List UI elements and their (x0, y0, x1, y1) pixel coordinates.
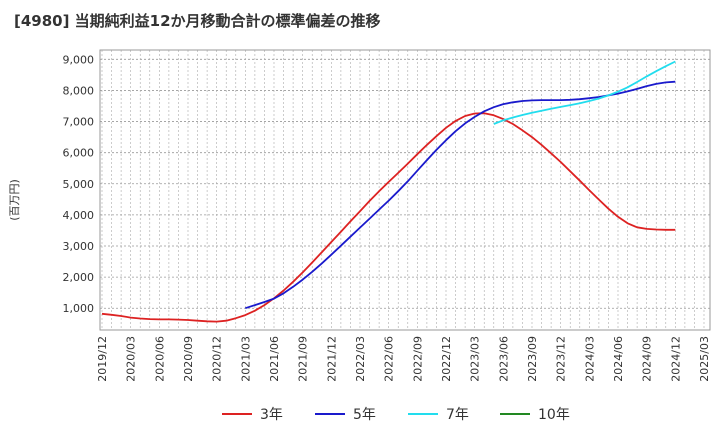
y-tick-label: 4,000 (63, 209, 95, 222)
legend-label-3年: 3年 (260, 407, 283, 423)
x-tick-label: 2023/03 (469, 336, 482, 382)
y-tick-label: 3,000 (63, 240, 95, 253)
y-tick-label: 6,000 (63, 147, 95, 160)
x-tick-label: 2020/06 (153, 336, 166, 382)
x-tick-label: 2022/03 (354, 336, 367, 382)
x-tick-label: 2023/06 (497, 336, 510, 382)
x-tick-label: 2020/12 (211, 336, 224, 382)
plot-area-frame (99, 49, 711, 331)
y-tick-label: 7,000 (63, 116, 95, 129)
x-tick-label: 2023/09 (526, 336, 539, 382)
series-line-5年 (245, 80, 676, 310)
x-tick-label: 2024/09 (641, 336, 654, 382)
legend: 3年 5年 7年 10年 (222, 407, 570, 423)
x-tick-label: 2022/09 (411, 336, 424, 382)
x-tick-label: 2024/06 (612, 336, 625, 382)
y-tick-label: 9,000 (63, 53, 95, 66)
x-tick-label: 2024/12 (669, 336, 682, 382)
x-tick-label: 2021/03 (239, 336, 252, 382)
x-tick-label: 2022/06 (383, 336, 396, 382)
x-tick-labels: 2019/12 2020/03 2020/06 2020/09 2020/12 2021/… (96, 336, 711, 382)
x-tick-label: 2021/06 (268, 336, 281, 382)
y-tick-label: 1,000 (63, 302, 95, 315)
x-tick-label: 2020/09 (182, 336, 195, 382)
y-axis-label: (百万円) (8, 179, 21, 221)
y-tick-labels: 1,000 2,000 3,000 4,000 5,000 6,000 7,000 8,000… (63, 53, 95, 315)
y-tick-label: 2,000 (63, 271, 95, 284)
x-tick-label: 2025/03 (698, 336, 711, 382)
legend-label-5年: 5年 (353, 407, 376, 423)
x-tick-label: 2023/12 (555, 336, 568, 382)
legend-label-7年: 7年 (446, 407, 469, 423)
x-tick-label: 2019/12 (96, 336, 109, 382)
y-tick-label: 5,000 (63, 178, 95, 191)
grid-lines (100, 50, 710, 330)
legend-label-10年: 10年 (538, 407, 570, 423)
series-line-3年 (101, 112, 676, 323)
x-tick-label: 2022/12 (440, 336, 453, 382)
x-tick-label: 2021/09 (297, 336, 310, 382)
chart-title: [4980] 当期純利益12か月移動合計の標準偏差の推移 (14, 12, 381, 30)
series-lines (101, 60, 676, 323)
x-tick-label: 2021/12 (325, 336, 338, 382)
series-line-7年 (493, 60, 676, 125)
x-tick-label: 2020/03 (125, 336, 138, 382)
y-tick-label: 8,000 (63, 84, 95, 97)
x-tick-label: 2024/03 (583, 336, 596, 382)
